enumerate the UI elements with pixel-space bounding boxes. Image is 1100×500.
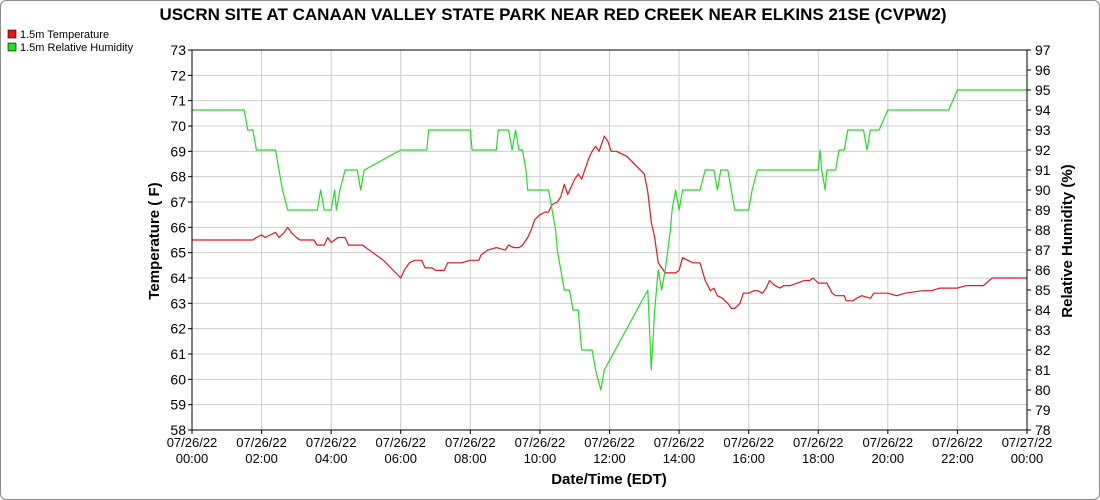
legend-label-temperature: 1.5m Temperature bbox=[20, 29, 109, 41]
x-tick-time: 08:00 bbox=[454, 451, 487, 466]
x-tick-date: 07/26/22 bbox=[375, 435, 426, 450]
x-tick-time: 14:00 bbox=[663, 451, 696, 466]
left-axis-ticks: 58 59 60 61 62 63 64 65 66 67 68 69 70 71 72 73 bbox=[170, 42, 192, 438]
x-tick-date: 07/26/22 bbox=[932, 435, 983, 450]
x-tick-time: 06:00 bbox=[384, 451, 417, 466]
y-tick-label: 69 bbox=[170, 143, 186, 159]
y-tick-label: 63 bbox=[170, 295, 186, 311]
y2-tick-label: 88 bbox=[1035, 222, 1051, 238]
y-tick-label: 68 bbox=[170, 169, 186, 185]
x-tick-time: 18:00 bbox=[802, 451, 835, 466]
legend: 1.5m Temperature 1.5m Relative Humidity bbox=[7, 29, 134, 54]
y-tick-label: 72 bbox=[170, 67, 186, 83]
y2-tick-label: 78 bbox=[1035, 422, 1051, 438]
series-layer bbox=[192, 89, 1027, 391]
y-tick-label: 66 bbox=[170, 219, 186, 235]
y-tick-label: 71 bbox=[170, 93, 186, 109]
y2-axis-label: Relative Humidity (%) bbox=[1059, 164, 1076, 317]
x-tick-date: 07/26/22 bbox=[236, 435, 287, 450]
y2-tick-label: 85 bbox=[1035, 282, 1051, 298]
y2-tick-label: 81 bbox=[1035, 362, 1051, 378]
y2-tick-label: 79 bbox=[1035, 402, 1051, 418]
x-tick-date: 07/27/22 bbox=[1002, 435, 1053, 450]
y-tick-label: 58 bbox=[170, 422, 186, 438]
y2-tick-label: 91 bbox=[1035, 162, 1051, 178]
y2-tick-label: 82 bbox=[1035, 342, 1051, 358]
legend-swatch-temperature bbox=[7, 29, 17, 39]
y-tick-label: 64 bbox=[170, 270, 186, 286]
y-tick-label: 65 bbox=[170, 245, 186, 261]
y-tick-label: 60 bbox=[170, 371, 186, 387]
x-axis-ticks: 07/26/2200:0007/26/2202:0007/26/2204:000… bbox=[167, 430, 1053, 466]
legend-label-humidity: 1.5m Relative Humidity bbox=[20, 42, 134, 54]
x-tick-time: 22:00 bbox=[941, 451, 974, 466]
x-tick-date: 07/26/22 bbox=[584, 435, 635, 450]
y2-tick-label: 97 bbox=[1035, 42, 1051, 58]
legend-swatch-humidity bbox=[7, 42, 17, 52]
y2-tick-label: 83 bbox=[1035, 322, 1051, 338]
grid bbox=[191, 49, 1028, 431]
y-tick-label: 70 bbox=[170, 118, 186, 134]
y2-tick-label: 92 bbox=[1035, 142, 1051, 158]
x-tick-date: 07/26/22 bbox=[793, 435, 844, 450]
x-tick-date: 07/26/22 bbox=[306, 435, 357, 450]
humidity-series-line bbox=[192, 89, 1027, 391]
y-tick-label: 61 bbox=[170, 346, 186, 362]
y-tick-label: 59 bbox=[170, 397, 186, 413]
x-tick-time: 16:00 bbox=[732, 451, 765, 466]
chart-title: USCRN SITE AT CANAAN VALLEY STATE PARK N… bbox=[159, 5, 946, 24]
y2-tick-label: 96 bbox=[1035, 62, 1051, 78]
x-tick-time: 12:00 bbox=[593, 451, 626, 466]
temperature-series-line bbox=[192, 135, 1027, 309]
y2-tick-label: 86 bbox=[1035, 262, 1051, 278]
x-tick-date: 07/26/22 bbox=[654, 435, 705, 450]
y2-tick-label: 94 bbox=[1035, 102, 1051, 118]
x-tick-date: 07/26/22 bbox=[863, 435, 914, 450]
x-tick-time: 00:00 bbox=[176, 451, 209, 466]
y2-tick-label: 80 bbox=[1035, 382, 1051, 398]
right-axis-ticks: 78 79 80 81 82 83 84 85 86 87 88 89 90 91 92 93 94 95 96 97 bbox=[1027, 42, 1051, 438]
y-tick-label: 67 bbox=[170, 194, 186, 210]
x-tick-date: 07/26/22 bbox=[445, 435, 496, 450]
y-tick-label: 73 bbox=[170, 42, 186, 58]
y-axis-label: Temperature ( F) bbox=[146, 182, 163, 299]
x-tick-time: 10:00 bbox=[524, 451, 557, 466]
y-tick-label: 62 bbox=[170, 321, 186, 337]
y2-tick-label: 84 bbox=[1035, 302, 1051, 318]
x-tick-time: 02:00 bbox=[245, 451, 278, 466]
y2-tick-label: 90 bbox=[1035, 182, 1051, 198]
y2-tick-label: 93 bbox=[1035, 122, 1051, 138]
x-axis-label: Date/Time (EDT) bbox=[551, 471, 667, 488]
y2-tick-label: 87 bbox=[1035, 242, 1051, 258]
x-tick-date: 07/26/22 bbox=[515, 435, 566, 450]
x-tick-date: 07/26/22 bbox=[723, 435, 774, 450]
y2-tick-label: 89 bbox=[1035, 202, 1051, 218]
y2-tick-label: 95 bbox=[1035, 82, 1051, 98]
x-tick-time: 20:00 bbox=[872, 451, 905, 466]
x-tick-time: 04:00 bbox=[315, 451, 348, 466]
x-tick-time: 00:00 bbox=[1011, 451, 1044, 466]
x-tick-date: 07/26/22 bbox=[167, 435, 218, 450]
